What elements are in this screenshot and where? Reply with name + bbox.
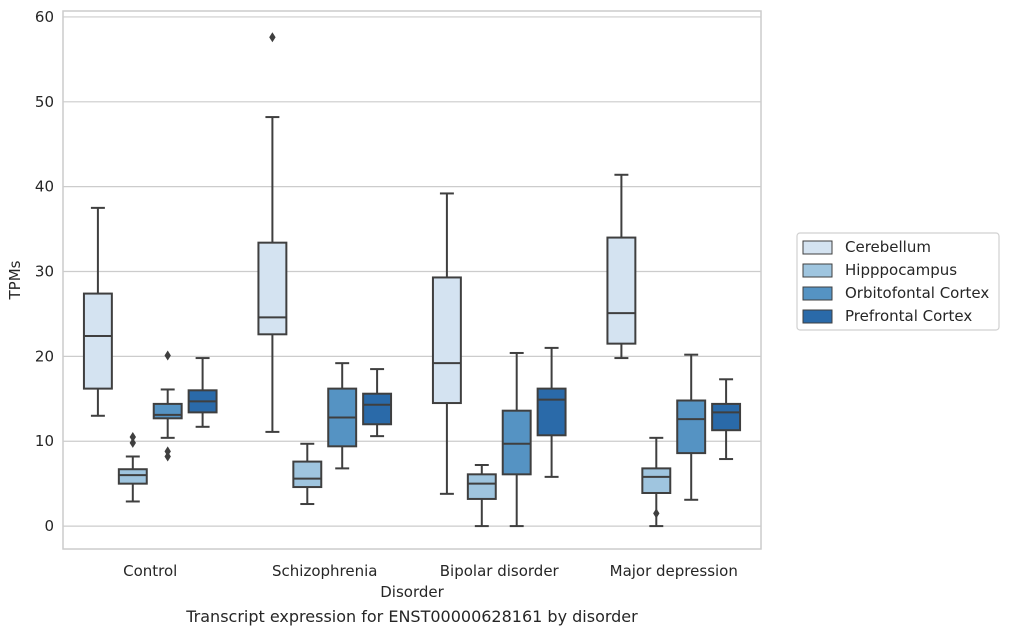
- y-tick-label: 60: [35, 8, 54, 26]
- outlier-point: [129, 437, 136, 448]
- box-iqr: [152, 402, 183, 420]
- outlier-point: [129, 431, 136, 442]
- box-prefrontal-cortex: [711, 378, 742, 461]
- box-orbitofontal-cortex: [327, 362, 358, 470]
- box-prefrontal-cortex: [187, 357, 218, 428]
- box-orbitofontal-cortex: [676, 353, 707, 501]
- outlier-point: [164, 350, 171, 361]
- outlier-point: [269, 32, 276, 43]
- box-cerebellum: [431, 192, 462, 495]
- x-axis-label: Disorder: [380, 583, 444, 601]
- box-orbitofontal-cortex: [501, 351, 532, 528]
- y-tick-label: 0: [44, 517, 54, 535]
- box-iqr: [676, 399, 707, 455]
- outlier-point: [653, 508, 660, 519]
- box-iqr: [501, 409, 532, 476]
- y-axis-label: TPMs: [6, 260, 24, 300]
- legend-swatch: [802, 263, 833, 278]
- box-iqr: [466, 473, 497, 500]
- y-tick-label: 20: [35, 347, 54, 365]
- box-iqr: [257, 241, 288, 336]
- box-iqr: [82, 292, 113, 390]
- legend-swatch: [802, 286, 833, 301]
- box-iqr: [362, 392, 393, 426]
- box-hipppocampus: [466, 463, 497, 528]
- box-prefrontal-cortex: [536, 346, 567, 478]
- box-prefrontal-cortex: [362, 368, 393, 438]
- plot-frame: [62, 10, 762, 550]
- box-iqr: [711, 402, 742, 432]
- x-tick-label: Control: [123, 562, 177, 580]
- outlier-point: [164, 446, 171, 457]
- axes: 0 10 20 30 40 50 60 Control Schizophrenia Bipolar…: [35, 8, 762, 580]
- box-cerebellum: [257, 32, 288, 433]
- legend-swatch: [802, 240, 833, 255]
- legend-label: Cerebellum: [845, 238, 931, 256]
- outlier-point: [164, 451, 171, 462]
- x-tick-label: Schizophrenia: [272, 562, 377, 580]
- box-iqr: [641, 467, 672, 494]
- box-iqr: [431, 276, 462, 405]
- box-iqr: [292, 460, 323, 489]
- legend-label: Orbitofontal Cortex: [845, 284, 989, 302]
- gridlines: [63, 16, 761, 527]
- box-cerebellum: [82, 206, 113, 417]
- legend: Cerebellum Hipppocampus Orbitofontal Corte…: [796, 232, 1000, 331]
- y-tick-label: 10: [35, 432, 54, 450]
- y-tick-label: 50: [35, 93, 54, 111]
- legend-swatch: [802, 309, 833, 324]
- box-iqr: [606, 236, 637, 345]
- y-tick-label: 30: [35, 263, 54, 281]
- box-cerebellum: [606, 173, 637, 360]
- legend-frame: [796, 232, 1000, 331]
- legend-label: Prefrontal Cortex: [845, 307, 972, 325]
- box-hipppocampus: [292, 442, 323, 506]
- x-tick-label: Major depression: [610, 562, 738, 580]
- box-orbitofontal-cortex: [152, 350, 183, 462]
- y-tick-label: 40: [35, 178, 54, 196]
- box-iqr: [536, 387, 567, 437]
- plot-marks: [82, 32, 742, 528]
- figure-caption: Transcript expression for ENST0000062816…: [186, 607, 638, 626]
- legend-label: Hipppocampus: [845, 261, 957, 279]
- box-iqr: [117, 468, 148, 485]
- box-hipppocampus: [641, 436, 672, 528]
- box-hipppocampus: [117, 431, 148, 503]
- x-tick-label: Bipolar disorder: [440, 562, 560, 580]
